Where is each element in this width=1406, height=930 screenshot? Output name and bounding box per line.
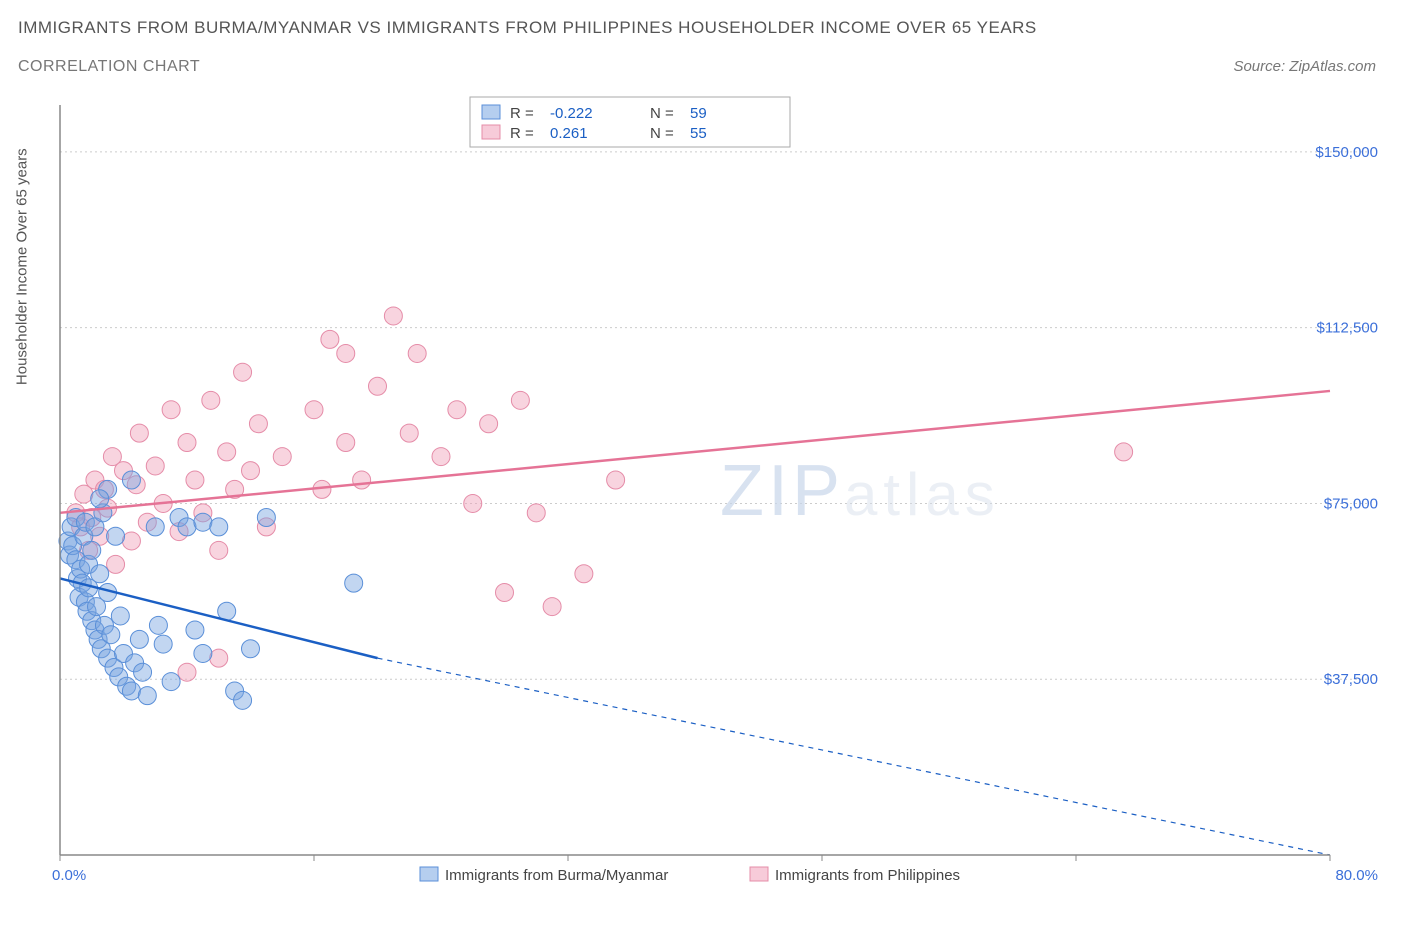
- data-point-pink: [122, 532, 140, 550]
- data-point-pink: [400, 424, 418, 442]
- data-point-pink: [384, 307, 402, 325]
- trend-line-blue-dash: [378, 658, 1331, 855]
- data-point-pink: [511, 391, 529, 409]
- data-point-pink: [242, 462, 260, 480]
- data-point-blue: [107, 527, 125, 545]
- legend-bottom-swatch-blue: [420, 867, 438, 881]
- legend-n-value-1: 59: [690, 105, 707, 122]
- data-point-blue: [194, 513, 212, 531]
- legend-bottom-label-1: Immigrants from Burma/Myanmar: [445, 867, 668, 884]
- data-point-blue: [162, 673, 180, 691]
- data-point-blue: [146, 518, 164, 536]
- data-point-pink: [146, 457, 164, 475]
- data-point-blue: [345, 574, 363, 592]
- data-point-blue: [134, 663, 152, 681]
- data-point-pink: [432, 448, 450, 466]
- legend-n-label-2: N =: [650, 125, 674, 142]
- y-tick-label: $150,000: [1315, 144, 1378, 161]
- x-tick-label: 0.0%: [52, 867, 86, 884]
- data-point-pink: [130, 424, 148, 442]
- data-point-blue: [91, 490, 109, 508]
- trend-line-pink: [60, 391, 1330, 513]
- chart-title-line2: CORRELATION CHART: [18, 58, 200, 76]
- y-tick-label: $75,000: [1324, 495, 1378, 512]
- data-point-blue: [83, 541, 101, 559]
- data-point-pink: [607, 471, 625, 489]
- y-tick-label: $37,500: [1324, 671, 1378, 688]
- data-point-blue: [186, 621, 204, 639]
- legend-n-label-1: N =: [650, 105, 674, 122]
- legend-bottom: Immigrants from Burma/Myanmar Immigrants…: [420, 867, 960, 884]
- data-point-blue: [91, 565, 109, 583]
- data-point-pink: [107, 555, 125, 573]
- chart-title-line1: IMMIGRANTS FROM BURMA/MYANMAR VS IMMIGRA…: [18, 18, 1037, 38]
- data-point-pink: [408, 344, 426, 362]
- data-point-blue: [242, 640, 260, 658]
- data-point-pink: [1115, 443, 1133, 461]
- legend-swatch-pink: [482, 125, 500, 139]
- legend-n-value-2: 55: [690, 125, 707, 142]
- data-point-blue: [210, 518, 228, 536]
- data-point-blue: [257, 509, 275, 527]
- data-point-pink: [496, 584, 514, 602]
- data-point-blue: [122, 682, 140, 700]
- data-point-pink: [337, 434, 355, 452]
- data-point-pink: [464, 494, 482, 512]
- legend-r-label-2: R =: [510, 125, 534, 142]
- data-point-blue: [111, 607, 129, 625]
- x-tick-label: 80.0%: [1335, 867, 1378, 884]
- legend-r-value-1: -0.222: [550, 105, 593, 122]
- data-point-pink: [162, 401, 180, 419]
- data-point-pink: [448, 401, 466, 419]
- watermark-text: ZIPatlas: [720, 451, 1001, 531]
- data-point-pink: [353, 471, 371, 489]
- data-point-pink: [575, 565, 593, 583]
- data-point-pink: [202, 391, 220, 409]
- data-point-pink: [527, 504, 545, 522]
- data-point-pink: [178, 663, 196, 681]
- data-point-pink: [178, 434, 196, 452]
- data-point-pink: [480, 415, 498, 433]
- data-point-pink: [305, 401, 323, 419]
- legend-bottom-swatch-pink: [750, 867, 768, 881]
- legend-top: R = -0.222 N = 59 R = 0.261 N = 55: [470, 97, 790, 147]
- data-point-pink: [337, 344, 355, 362]
- data-point-blue: [149, 616, 167, 634]
- y-axis-label: Householder Income Over 65 years: [14, 148, 31, 385]
- data-point-blue: [194, 644, 212, 662]
- chart-area: Householder Income Over 65 years ZIPatla…: [50, 95, 1380, 885]
- data-point-pink: [369, 377, 387, 395]
- y-tick-label: $112,500: [1317, 320, 1378, 337]
- data-point-blue: [234, 691, 252, 709]
- data-point-pink: [273, 448, 291, 466]
- scatter-chart-svg: ZIPatlas $37,500$75,000$112,500$150,000 …: [50, 95, 1380, 885]
- legend-bottom-label-2: Immigrants from Philippines: [775, 867, 960, 884]
- data-point-pink: [543, 598, 561, 616]
- data-point-pink: [249, 415, 267, 433]
- legend-r-label-1: R =: [510, 105, 534, 122]
- data-point-blue: [138, 687, 156, 705]
- legend-r-value-2: 0.261: [550, 125, 588, 142]
- data-point-pink: [210, 541, 228, 559]
- data-point-blue: [178, 518, 196, 536]
- data-point-pink: [218, 443, 236, 461]
- data-point-pink: [234, 363, 252, 381]
- data-point-pink: [210, 649, 228, 667]
- source-attribution: Source: ZipAtlas.com: [1233, 58, 1376, 75]
- data-point-blue: [154, 635, 172, 653]
- data-point-pink: [321, 330, 339, 348]
- data-point-pink: [186, 471, 204, 489]
- data-point-blue: [122, 471, 140, 489]
- data-point-blue: [130, 630, 148, 648]
- data-point-blue: [102, 626, 120, 644]
- legend-swatch-blue: [482, 105, 500, 119]
